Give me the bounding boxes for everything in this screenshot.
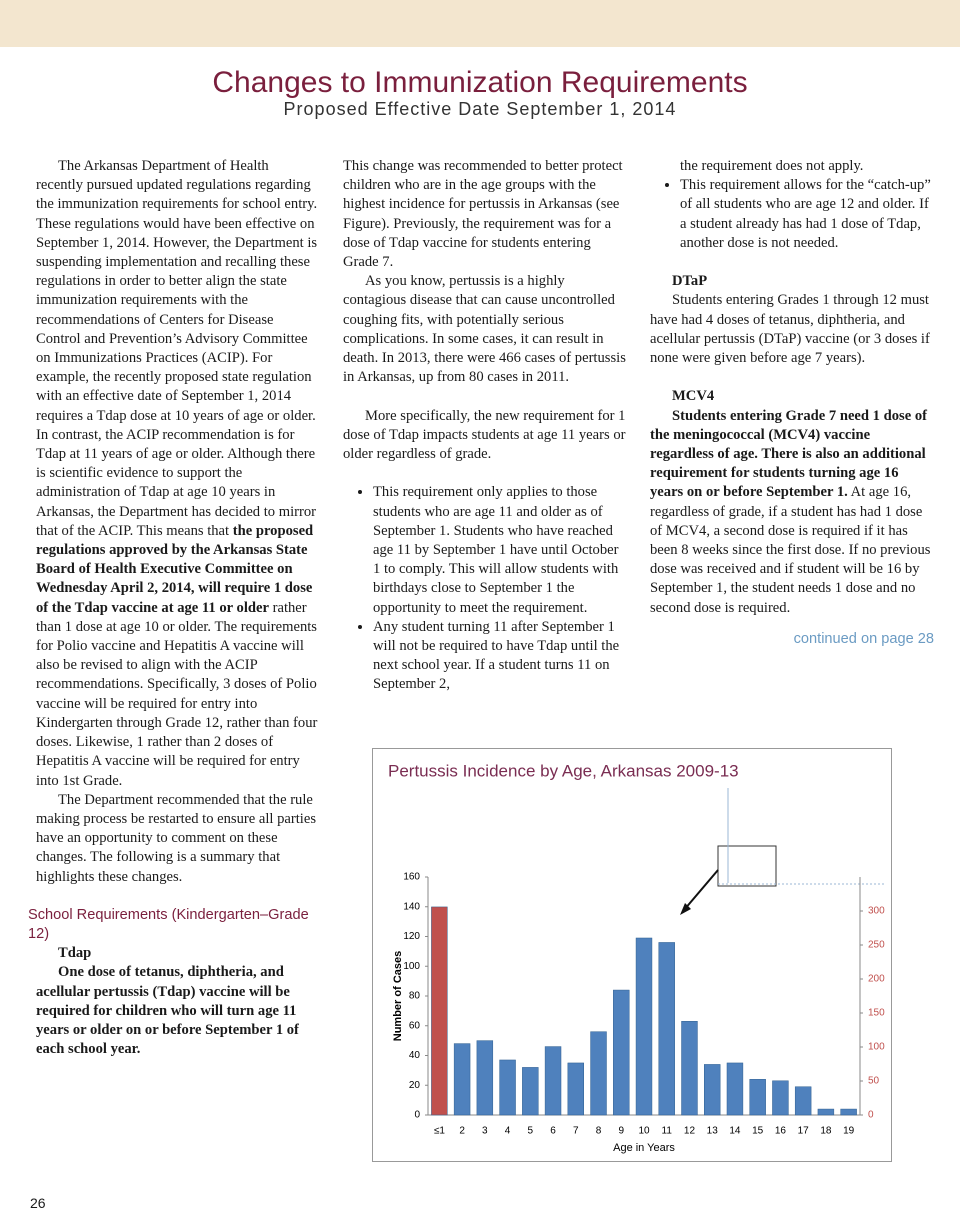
y2-tick-label: 200 (868, 974, 885, 985)
arrow (683, 869, 719, 911)
y-tick-label: 100 (403, 961, 420, 972)
x-tick-label: 6 (550, 1126, 556, 1137)
bullet: This requirement allows for the “catch-u… (680, 176, 934, 253)
bold-text: MCV4 (672, 388, 715, 405)
text: The Arkansas Department of Health recent… (36, 158, 318, 539)
x-tick-label: 9 (618, 1126, 624, 1137)
y-tick-label: 20 (409, 1080, 421, 1091)
bar (635, 937, 653, 1116)
bar (431, 906, 448, 1116)
bold-text: One dose of tetanus, diphtheria, and ace… (36, 964, 299, 1058)
continued-note: continued on page 28 (793, 630, 934, 647)
bullet: This requirement only applies to those s… (373, 483, 627, 617)
bar (840, 1108, 857, 1116)
bullet: Any student turning 11 after September 1… (373, 618, 627, 695)
bar (522, 1067, 539, 1116)
bold-text: the proposed regulations approved by the… (36, 522, 314, 616)
subheading: DTaP (650, 272, 934, 291)
text: rather than 1 dose at age 10 or older. T… (36, 599, 318, 789)
top-band (0, 0, 960, 47)
y2-tick-label: 250 (868, 940, 885, 951)
y-tick-label: 40 (409, 1050, 421, 1061)
paragraph: the requirement does not apply. (680, 158, 864, 174)
page-number: 26 (30, 1195, 46, 1211)
x-tick-label: 19 (843, 1126, 855, 1137)
y2-tick-label: 300 (868, 906, 885, 917)
x-tick-label: 13 (707, 1126, 719, 1137)
column-3: the requirement does not apply. This req… (650, 157, 934, 649)
bar (453, 1043, 471, 1116)
bar (681, 1021, 698, 1116)
column-2: This change was recommended to better pr… (343, 157, 627, 695)
bullet-list: This requirement only applies to those s… (343, 483, 627, 694)
y-axis-title: Number of Cases (392, 951, 404, 1041)
bar (499, 1059, 516, 1116)
subheading: Tdap (36, 944, 318, 963)
paragraph: Students entering Grade 7 need 1 dose of… (650, 407, 934, 618)
x-tick-label: 4 (505, 1126, 511, 1137)
x-tick-label: 16 (775, 1126, 787, 1137)
x-axis-title: Age in Years (613, 1142, 675, 1154)
paragraph: This change was recommended to better pr… (343, 158, 623, 271)
x-tick-label: 7 (573, 1126, 579, 1137)
x-tick-label: 11 (662, 1126, 673, 1137)
y-tick-label: 120 (403, 931, 420, 942)
paragraph: One dose of tetanus, diphtheria, and ace… (36, 963, 318, 1059)
subheading: MCV4 (650, 387, 934, 406)
paragraph: The Arkansas Department of Health recent… (36, 157, 318, 791)
paragraph: As you know, pertussis is a highly conta… (343, 273, 626, 386)
paragraph: The Department recommended that the rule… (36, 791, 317, 885)
paragraph: More specifically, the new requirement f… (343, 407, 626, 463)
bar (726, 1062, 744, 1116)
x-tick-label: 10 (638, 1126, 650, 1137)
bar (590, 1031, 607, 1116)
y2-tick-label: 150 (868, 1008, 885, 1019)
arrow-head (680, 903, 691, 915)
x-tick-label: 3 (482, 1126, 488, 1137)
bar (476, 1040, 494, 1116)
chart-title: Pertussis Incidence by Age, Arkansas 200… (388, 761, 739, 780)
x-tick-label: 14 (729, 1126, 741, 1137)
y2-tick-label: 50 (868, 1076, 880, 1087)
bold-text: Students entering Grade 7 need 1 dose of… (650, 407, 927, 501)
bar (704, 1064, 721, 1116)
y2-tick-label: 100 (868, 1042, 885, 1053)
x-tick-label: ≤1 (434, 1126, 445, 1137)
column-1: The Arkansas Department of Health recent… (28, 157, 318, 1059)
y-tick-label: 60 (409, 1020, 421, 1031)
paragraph: Students entering Grades 1 through 12 mu… (650, 292, 930, 367)
bar (794, 1086, 812, 1116)
section-heading: School Requirements (Kindergarten–Grade … (28, 906, 309, 942)
page-title: Changes to Immunization Requirements (212, 66, 748, 99)
bar (544, 1046, 562, 1116)
bar (772, 1080, 789, 1116)
bar (613, 989, 630, 1116)
x-tick-label: 17 (798, 1126, 810, 1137)
y2-tick-label: 0 (868, 1110, 874, 1121)
page-subtitle: Proposed Effective Date September 1, 201… (283, 99, 677, 119)
y-tick-label: 140 (403, 901, 420, 912)
y-tick-label: 0 (414, 1110, 420, 1121)
bar (567, 1062, 584, 1116)
y-tick-label: 160 (403, 872, 420, 883)
bullet-list: This requirement allows for the “catch-u… (650, 176, 934, 253)
x-tick-label: 8 (596, 1126, 602, 1137)
y-tick-label: 80 (409, 991, 421, 1002)
x-tick-label: 2 (459, 1126, 465, 1137)
chart-frame (372, 748, 892, 1162)
x-tick-label: 12 (684, 1126, 696, 1137)
x-tick-label: 15 (752, 1126, 764, 1137)
x-tick-label: 18 (820, 1126, 832, 1137)
bold-text: DTaP (672, 273, 708, 290)
bar (749, 1079, 766, 1116)
text: At age 16, regardless of grade, if a stu… (650, 484, 931, 616)
chart: Pertussis Incidence by Age, Arkansas 200… (372, 748, 892, 1162)
bar (817, 1108, 835, 1116)
bar (658, 942, 675, 1116)
bold-text: Tdap (58, 945, 92, 962)
inset-box (717, 845, 777, 887)
x-tick-label: 5 (528, 1126, 534, 1137)
inset (680, 788, 884, 915)
